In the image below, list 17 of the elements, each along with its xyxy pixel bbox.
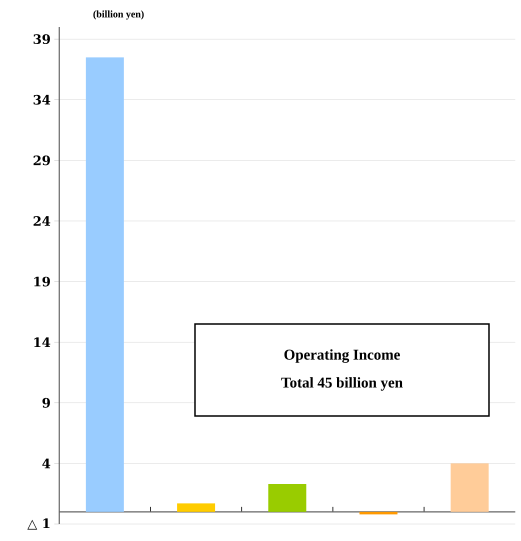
y-tick-label: 29 — [34, 155, 50, 166]
annotation: Operating Income — [284, 349, 400, 363]
bar — [268, 484, 306, 512]
y-tick-label: 9 — [42, 398, 50, 408]
y-tick-label: △ 1 — [27, 518, 50, 530]
annotation: Total 45 billion yen — [281, 377, 403, 391]
bar — [86, 57, 124, 512]
y-axis-title: (billion yen) — [93, 10, 144, 20]
y-tick-label: 19 — [34, 276, 50, 286]
y-tick-label: 14 — [34, 337, 50, 347]
y-tick-label: 24 — [34, 216, 50, 226]
bar — [177, 503, 216, 512]
y-tick-label: 34 — [34, 94, 50, 105]
bar — [450, 463, 489, 512]
y-tick-label: 39 — [34, 34, 50, 44]
bar — [359, 512, 398, 514]
y-tick-label: 4 — [42, 458, 50, 468]
